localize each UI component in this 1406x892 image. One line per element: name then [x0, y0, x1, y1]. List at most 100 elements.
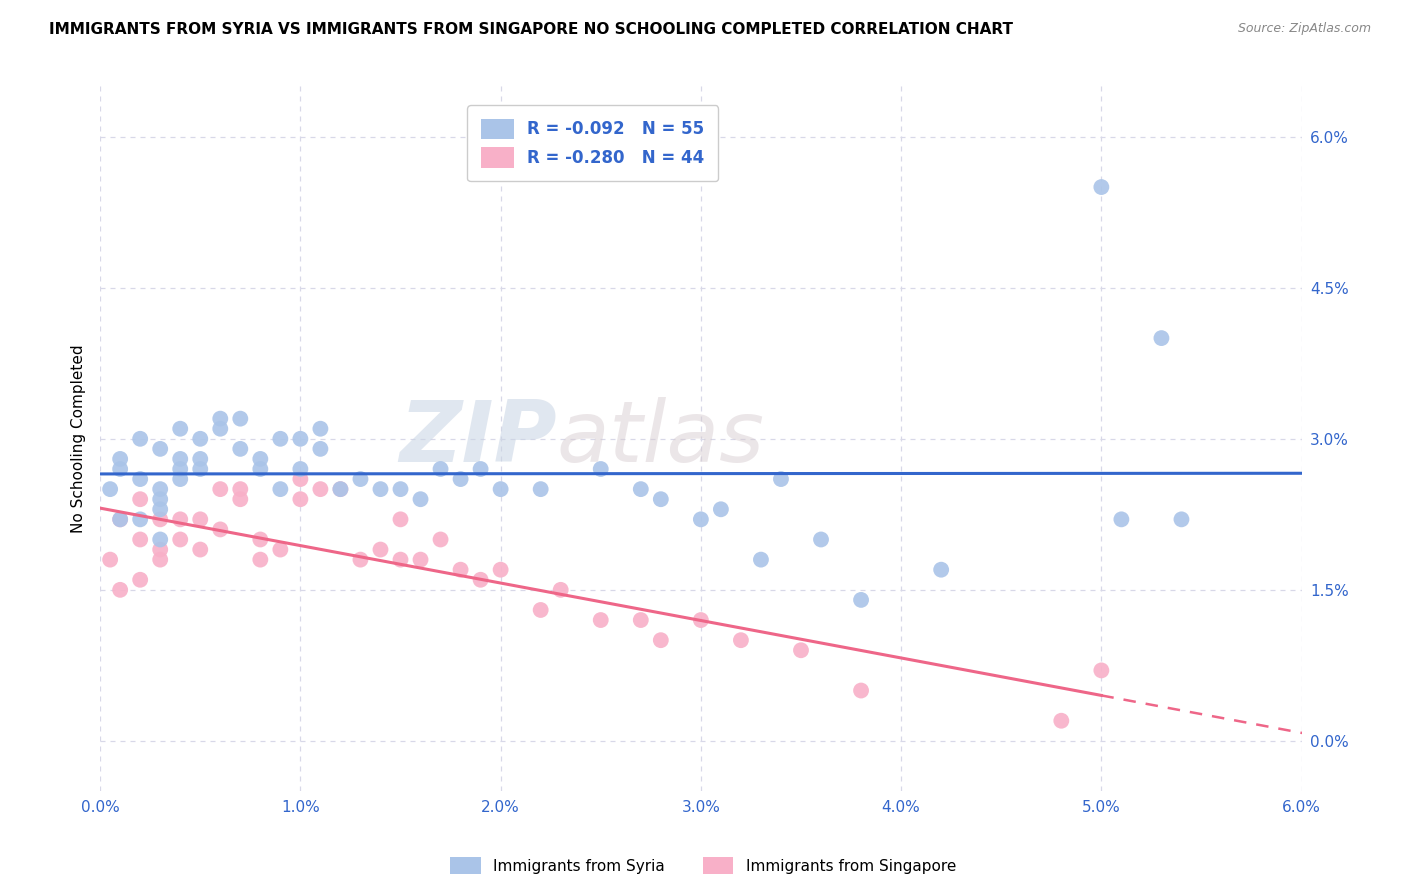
- Point: [650, 492, 672, 507]
- Point: [1050, 714, 1073, 728]
- Point: [269, 482, 291, 496]
- Point: [849, 593, 872, 607]
- Point: [149, 442, 172, 456]
- Point: [249, 462, 271, 476]
- Point: [309, 442, 332, 456]
- Point: [329, 482, 352, 496]
- Point: [329, 482, 352, 496]
- Point: [349, 472, 371, 486]
- Point: [169, 533, 191, 547]
- Point: [929, 563, 952, 577]
- Point: [149, 542, 172, 557]
- Point: [470, 462, 492, 476]
- Point: [429, 462, 451, 476]
- Point: [630, 482, 652, 496]
- Point: [209, 411, 232, 425]
- Point: [429, 533, 451, 547]
- Point: [370, 542, 392, 557]
- Point: [98, 482, 121, 496]
- Point: [790, 643, 813, 657]
- Point: [98, 552, 121, 566]
- Legend: R = -0.092   N = 55, R = -0.280   N = 44: R = -0.092 N = 55, R = -0.280 N = 44: [467, 105, 718, 181]
- Point: [149, 492, 172, 507]
- Point: [630, 613, 652, 627]
- Point: [389, 512, 412, 526]
- Point: [450, 563, 472, 577]
- Point: [650, 633, 672, 648]
- Point: [188, 432, 211, 446]
- Point: [169, 422, 191, 436]
- Text: IMMIGRANTS FROM SYRIA VS IMMIGRANTS FROM SINGAPORE NO SCHOOLING COMPLETED CORREL: IMMIGRANTS FROM SYRIA VS IMMIGRANTS FROM…: [49, 22, 1014, 37]
- Point: [108, 512, 131, 526]
- Point: [249, 533, 271, 547]
- Point: [309, 422, 332, 436]
- Point: [249, 451, 271, 466]
- Point: [489, 563, 512, 577]
- Point: [129, 432, 152, 446]
- Point: [689, 512, 711, 526]
- Point: [188, 451, 211, 466]
- Point: [589, 613, 612, 627]
- Point: [129, 472, 152, 486]
- Point: [129, 512, 152, 526]
- Text: Source: ZipAtlas.com: Source: ZipAtlas.com: [1237, 22, 1371, 36]
- Point: [409, 492, 432, 507]
- Point: [229, 492, 252, 507]
- Point: [409, 552, 432, 566]
- Point: [1090, 664, 1112, 678]
- Point: [489, 482, 512, 496]
- Point: [810, 533, 832, 547]
- Point: [530, 482, 553, 496]
- Text: ZIP: ZIP: [399, 397, 557, 480]
- Point: [749, 552, 772, 566]
- Point: [249, 552, 271, 566]
- Point: [169, 512, 191, 526]
- Point: [229, 442, 252, 456]
- Point: [290, 462, 312, 476]
- Point: [149, 502, 172, 516]
- Point: [769, 472, 792, 486]
- Point: [290, 432, 312, 446]
- Point: [290, 472, 312, 486]
- Point: [229, 482, 252, 496]
- Point: [129, 492, 152, 507]
- Y-axis label: No Schooling Completed: No Schooling Completed: [72, 344, 86, 533]
- Point: [188, 542, 211, 557]
- Point: [450, 472, 472, 486]
- Point: [470, 573, 492, 587]
- Point: [269, 542, 291, 557]
- Point: [309, 482, 332, 496]
- Point: [710, 502, 733, 516]
- Point: [209, 482, 232, 496]
- Point: [589, 462, 612, 476]
- Point: [1150, 331, 1173, 345]
- Point: [108, 582, 131, 597]
- Point: [269, 432, 291, 446]
- Point: [550, 582, 572, 597]
- Point: [389, 482, 412, 496]
- Point: [108, 451, 131, 466]
- Point: [129, 573, 152, 587]
- Point: [1090, 180, 1112, 194]
- Point: [108, 462, 131, 476]
- Point: [730, 633, 752, 648]
- Point: [169, 462, 191, 476]
- Point: [530, 603, 553, 617]
- Point: [1170, 512, 1192, 526]
- Point: [389, 552, 412, 566]
- Point: [349, 552, 371, 566]
- Point: [229, 411, 252, 425]
- Point: [149, 512, 172, 526]
- Point: [209, 422, 232, 436]
- Point: [188, 462, 211, 476]
- Point: [370, 482, 392, 496]
- Point: [689, 613, 711, 627]
- Point: [149, 533, 172, 547]
- Point: [149, 482, 172, 496]
- Point: [169, 451, 191, 466]
- Text: atlas: atlas: [557, 397, 765, 480]
- Point: [129, 533, 152, 547]
- Point: [149, 552, 172, 566]
- Point: [849, 683, 872, 698]
- Point: [188, 512, 211, 526]
